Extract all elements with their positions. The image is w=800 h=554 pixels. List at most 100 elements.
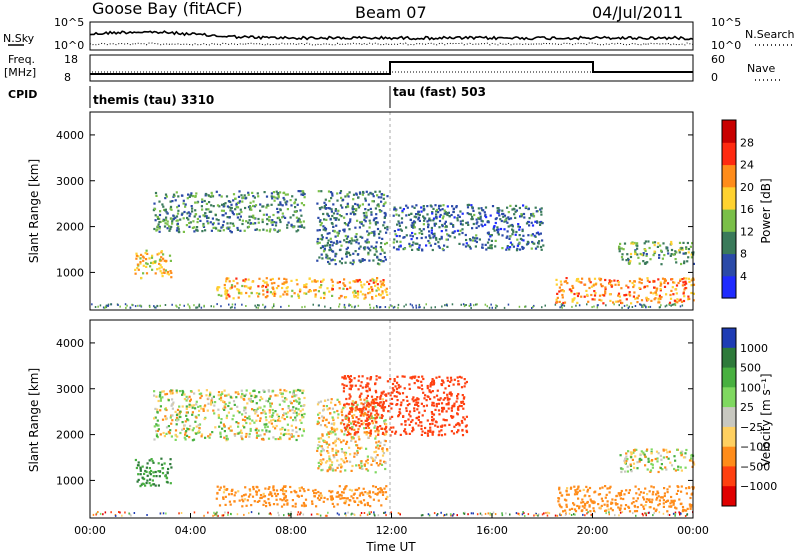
echo-cell — [321, 280, 324, 283]
echo-cell — [272, 418, 275, 421]
ground-scatter-cell — [212, 514, 214, 517]
echo-cell — [283, 290, 286, 293]
echo-cell — [370, 395, 374, 398]
echo-cell — [386, 293, 389, 296]
echo-cell — [158, 213, 162, 217]
echo-cell — [320, 190, 323, 193]
echo-cell — [204, 194, 207, 197]
echo-cell — [266, 291, 269, 294]
echo-cell — [240, 437, 244, 440]
echo-cell — [684, 466, 687, 469]
echo-cell — [446, 245, 449, 248]
echo-cell — [209, 195, 212, 198]
echo-cell — [204, 212, 207, 215]
echo-cell — [679, 452, 682, 455]
echo-cell — [344, 469, 347, 472]
echo-cell — [617, 300, 620, 303]
echo-cell — [145, 249, 148, 252]
echo-cell — [649, 500, 652, 503]
echo-cell — [480, 223, 483, 226]
echo-cell — [165, 218, 168, 222]
echo-cell — [190, 404, 193, 407]
echo-cell — [558, 503, 561, 506]
echo-cell — [228, 200, 231, 203]
echo-cell — [583, 502, 587, 505]
echo-cell — [236, 216, 239, 219]
echo-cell — [198, 427, 201, 430]
echo-cell — [165, 408, 168, 412]
echo-cell — [270, 192, 273, 195]
echo-cell — [148, 482, 151, 485]
echo-cell — [252, 204, 255, 208]
echo-cell — [246, 402, 249, 405]
echo-cell — [245, 285, 248, 288]
echo-cell — [259, 396, 262, 399]
echo-cell — [567, 493, 570, 496]
echo-cell — [226, 216, 229, 219]
echo-cell — [606, 503, 609, 506]
echo-cell — [251, 495, 255, 498]
echo-cell — [201, 200, 204, 203]
echo-cell — [283, 191, 286, 194]
echo-cell — [252, 488, 255, 491]
echo-cell — [381, 450, 384, 453]
ground-scatter-cell — [222, 514, 224, 517]
echo-cell — [243, 394, 246, 398]
ground-scatter-cell — [430, 306, 433, 309]
echo-cell — [365, 460, 368, 463]
echo-cell — [687, 277, 691, 280]
ground-scatter-cell — [369, 513, 371, 515]
ground-scatter-cell — [268, 512, 271, 515]
echo-cell — [269, 278, 272, 281]
echo-cell — [265, 277, 268, 280]
echo-cell — [600, 299, 603, 302]
echo-cell — [298, 219, 301, 222]
echo-cell — [676, 298, 679, 301]
ground-scatter-cell — [256, 304, 259, 307]
echo-cell — [335, 217, 338, 220]
echo-cell — [360, 411, 363, 414]
echo-cell — [450, 409, 453, 412]
echo-cell — [255, 436, 258, 439]
echo-cell — [490, 247, 493, 250]
echo-cell — [183, 398, 186, 401]
echo-cell — [196, 226, 199, 229]
echo-cell — [382, 204, 385, 207]
echo-cell — [625, 259, 628, 262]
echo-cell — [372, 485, 375, 488]
ground-scatter-cell — [110, 511, 112, 514]
echo-cell — [217, 413, 220, 417]
echo-cell — [319, 219, 322, 222]
echo-cell — [418, 213, 421, 216]
echo-cell — [316, 497, 320, 500]
echo-cell — [690, 256, 693, 259]
echo-cell — [330, 468, 333, 471]
echo-cell — [183, 210, 186, 214]
echo-cell — [374, 414, 377, 417]
echo-cell — [197, 430, 200, 433]
echo-cell — [604, 509, 607, 512]
echo-cell — [384, 428, 387, 431]
echo-cell — [445, 238, 448, 241]
ground-scatter-cell — [489, 513, 491, 516]
ground-scatter-cell — [107, 303, 110, 306]
ground-scatter-cell — [509, 513, 511, 516]
echo-cell — [160, 259, 163, 262]
echo-cell — [287, 221, 290, 224]
echo-cell — [583, 295, 586, 298]
ground-scatter-cell — [397, 303, 400, 306]
echo-cell — [339, 295, 342, 298]
echo-cell — [427, 223, 430, 226]
echo-cell — [502, 215, 505, 218]
echo-cell — [366, 424, 369, 427]
echo-cell — [157, 484, 160, 487]
echo-cell — [446, 205, 449, 208]
echo-cell — [524, 206, 527, 210]
echo-cell — [517, 223, 520, 226]
echo-cell — [426, 387, 429, 390]
echo-cell — [195, 192, 198, 195]
echo-cell — [374, 435, 378, 438]
echo-cell — [349, 375, 352, 378]
echo-cell — [259, 496, 262, 500]
echo-cell — [366, 390, 369, 393]
